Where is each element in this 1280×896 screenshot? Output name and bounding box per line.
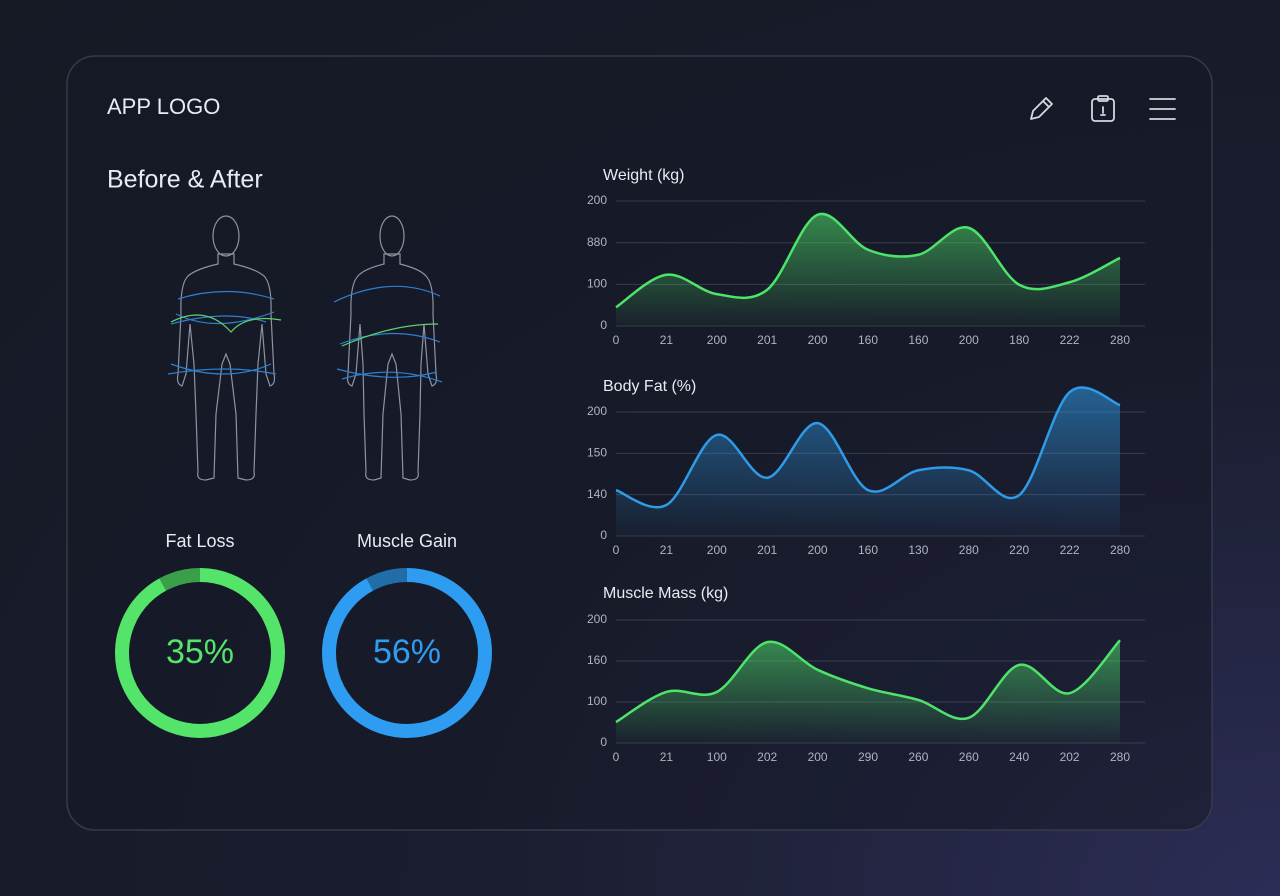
x-tick-label: 260 <box>959 750 979 764</box>
x-tick-label: 290 <box>858 750 878 764</box>
x-tick-label: 201 <box>757 333 777 347</box>
icon-edit[interactable] <box>1030 97 1053 120</box>
x-tick-label: 180 <box>1009 333 1029 347</box>
x-tick-label: 200 <box>707 543 727 557</box>
x-tick-label: 200 <box>808 543 828 557</box>
y-tick-label: 880 <box>587 235 607 249</box>
ring-highlight <box>159 568 201 591</box>
x-tick-label: 280 <box>959 543 979 557</box>
ring-value: 56% <box>373 633 441 671</box>
y-tick-label: 100 <box>587 276 607 290</box>
x-tick-label: 160 <box>858 543 878 557</box>
chart-title: Weight (kg) <box>603 167 685 184</box>
data-line <box>615 386 1121 509</box>
data-line <box>615 212 1121 309</box>
y-tick-label: 200 <box>587 193 607 207</box>
x-tick-label: 222 <box>1060 543 1080 557</box>
y-tick-label: 0 <box>600 318 607 332</box>
x-tick-label: 260 <box>908 750 928 764</box>
x-tick-label: 160 <box>908 333 928 347</box>
x-tick-label: 220 <box>1009 543 1029 557</box>
x-tick-label: 100 <box>707 750 727 764</box>
progress-ring <box>322 568 492 738</box>
area-fill <box>616 387 1120 536</box>
y-tick-label: 160 <box>587 653 607 667</box>
x-tick-label: 0 <box>613 750 620 764</box>
x-tick-label: 201 <box>757 543 777 557</box>
ring-label: Muscle Gain <box>357 531 457 551</box>
icon-clipboard[interactable] <box>1091 95 1115 122</box>
x-tick-label: 21 <box>660 333 674 347</box>
silhouette-after <box>333 215 443 481</box>
y-tick-label: 200 <box>587 404 607 418</box>
silhouettes <box>167 215 443 481</box>
app-logo: APP LOGO <box>107 94 220 119</box>
x-tick-label: 0 <box>613 543 620 557</box>
x-tick-label: 21 <box>660 750 674 764</box>
section-title: Before & After <box>107 166 263 194</box>
silhouette-before <box>167 215 282 481</box>
y-tick-label: 0 <box>600 735 607 749</box>
x-tick-label: 280 <box>1110 750 1130 764</box>
card <box>66 55 1213 831</box>
x-tick-label: 280 <box>1110 333 1130 347</box>
ring-value: 35% <box>166 633 234 671</box>
chart-title: Muscle Mass (kg) <box>603 585 728 602</box>
icon-menu[interactable] <box>1149 98 1176 120</box>
x-tick-label: 200 <box>808 750 828 764</box>
x-tick-label: 200 <box>959 333 979 347</box>
data-line <box>615 639 1121 724</box>
ring-label: Fat Loss <box>165 531 234 551</box>
x-tick-label: 130 <box>908 543 928 557</box>
x-tick-label: 21 <box>660 543 674 557</box>
y-tick-label: 100 <box>587 694 607 708</box>
x-tick-label: 222 <box>1060 333 1080 347</box>
x-tick-label: 0 <box>613 333 620 347</box>
chart-title: Body Fat (%) <box>603 378 696 395</box>
x-tick-label: 200 <box>707 333 727 347</box>
x-tick-label: 240 <box>1009 750 1029 764</box>
x-tick-label: 202 <box>1060 750 1080 764</box>
ring-highlight <box>366 568 408 591</box>
x-tick-label: 200 <box>808 333 828 347</box>
x-tick-label: 202 <box>757 750 777 764</box>
y-tick-label: 200 <box>587 612 607 626</box>
y-tick-label: 150 <box>587 446 607 460</box>
x-tick-label: 160 <box>858 333 878 347</box>
progress-ring <box>115 568 285 738</box>
y-tick-label: 0 <box>600 528 607 542</box>
x-tick-label: 280 <box>1110 543 1130 557</box>
y-tick-label: 140 <box>587 487 607 501</box>
